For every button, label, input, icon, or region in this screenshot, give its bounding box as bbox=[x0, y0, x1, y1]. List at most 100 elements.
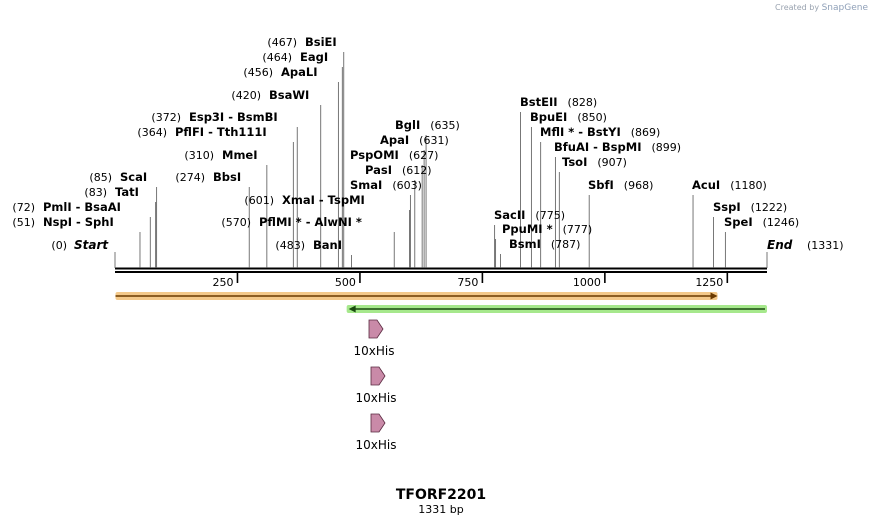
axis-tick-label: 1250 bbox=[695, 276, 723, 289]
site-label: TsoI bbox=[562, 155, 587, 169]
sequence-length: 1331 bp bbox=[418, 503, 464, 516]
axis-tick-label: 500 bbox=[335, 276, 356, 289]
restriction-site: Esp3I - BsmBI (372) bbox=[151, 110, 298, 268]
site-label: SacII bbox=[494, 208, 525, 222]
restriction-site: PflFI - Tth111I (364) bbox=[137, 125, 294, 268]
site-label: PflMI * - AlwNI * bbox=[259, 215, 362, 229]
site-label: BstEII bbox=[520, 95, 558, 109]
site-position: (372) bbox=[151, 111, 181, 124]
site-position: (869) bbox=[631, 126, 661, 139]
site-position: (72) bbox=[12, 201, 35, 214]
site-position: (456) bbox=[243, 66, 273, 79]
axis-tick-label: 750 bbox=[457, 276, 478, 289]
site-position: (1180) bbox=[730, 179, 767, 192]
site-label: SmaI bbox=[350, 178, 382, 192]
site-label: MmeI bbox=[222, 148, 258, 162]
his-tag-label: 10xHis bbox=[354, 344, 395, 358]
site-position: (907) bbox=[597, 156, 627, 169]
restriction-site: SmaI (603) bbox=[350, 178, 422, 268]
site-label: XmaI - TspMI bbox=[282, 193, 365, 207]
restriction-site: BpuEI (850) bbox=[530, 110, 607, 268]
restriction-site: BsaWI (420) bbox=[231, 88, 322, 268]
restriction-site: ApaLI (456) bbox=[243, 65, 339, 268]
restriction-site: NspI - SphI (51) bbox=[12, 215, 141, 268]
restriction-site: SpeI (1246) bbox=[724, 215, 799, 268]
site-position: (787) bbox=[551, 238, 581, 251]
restriction-site: EagI (464) bbox=[262, 50, 343, 268]
restriction-site: BsmI (787) bbox=[500, 237, 581, 268]
site-label: BbsI bbox=[213, 170, 241, 184]
site-position: (483) bbox=[275, 239, 305, 252]
site-label: BpuEI bbox=[530, 110, 567, 124]
site-label: PpuMI * bbox=[502, 222, 553, 236]
site-position: (777) bbox=[563, 223, 593, 236]
site-label: BsaWI bbox=[269, 88, 309, 102]
site-label: EagI bbox=[300, 50, 328, 64]
site-position: (627) bbox=[409, 149, 439, 162]
site-label: BsiEI bbox=[305, 35, 337, 49]
site-position: (612) bbox=[402, 164, 432, 177]
site-position: (274) bbox=[175, 171, 205, 184]
restriction-site: BglI (635) bbox=[395, 118, 460, 268]
site-position: (83) bbox=[84, 186, 107, 199]
sequence-title: TFORF2201 bbox=[395, 487, 487, 503]
site-position: (467) bbox=[267, 36, 297, 49]
his-tag-label: 10xHis bbox=[356, 438, 397, 452]
restriction-site: BfuAI - BspMI (899) bbox=[554, 140, 681, 268]
site-position: (1246) bbox=[763, 216, 800, 229]
start-label: Start bbox=[74, 238, 109, 252]
restriction-site: XmaI - TspMI (601) bbox=[244, 193, 410, 268]
site-label: SpeI bbox=[724, 215, 753, 229]
site-label: SspI bbox=[713, 200, 741, 214]
site-position: (464) bbox=[262, 51, 292, 64]
site-position: (635) bbox=[430, 119, 460, 132]
site-label: PflFI - Tth111I bbox=[175, 125, 267, 139]
site-position: (775) bbox=[535, 209, 565, 222]
end-label: End bbox=[767, 238, 793, 252]
site-label: NspI - SphI bbox=[43, 215, 114, 229]
restriction-site: SspI (1222) bbox=[713, 200, 787, 268]
snapgene-logo: SnapGene bbox=[821, 3, 868, 13]
site-label: TatI bbox=[115, 185, 139, 199]
restriction-site: BanI (483) bbox=[275, 238, 353, 268]
site-position: (828) bbox=[568, 96, 598, 109]
site-label: ApaLI bbox=[281, 65, 318, 79]
site-label: Esp3I - BsmBI bbox=[189, 110, 278, 124]
restriction-site: PflMI * - AlwNI * (570) bbox=[221, 215, 395, 268]
restriction-site: PpuMI * (777) bbox=[495, 222, 593, 268]
restriction-site: PasI (612) bbox=[365, 163, 432, 268]
start-position: (0) bbox=[51, 239, 67, 252]
site-position: (850) bbox=[577, 111, 607, 124]
restriction-site: SbfI (968) bbox=[588, 178, 653, 268]
restriction-site: MmeI (310) bbox=[184, 148, 268, 268]
axis-tick-label: 250 bbox=[212, 276, 233, 289]
restriction-site: BstEII (828) bbox=[520, 95, 597, 268]
site-position: (968) bbox=[624, 179, 654, 192]
restriction-site: PspOMI (627) bbox=[350, 148, 438, 268]
restriction-site: AcuI (1180) bbox=[692, 178, 767, 268]
site-position: (899) bbox=[651, 141, 681, 154]
site-label: BanI bbox=[313, 238, 342, 252]
site-label: ApaI bbox=[380, 133, 409, 147]
his-tag-arrow-icon bbox=[370, 413, 386, 433]
end-position: (1331) bbox=[807, 239, 844, 252]
snapgene-watermark: Created by SnapGene bbox=[775, 3, 868, 13]
watermark-prefix: Created by bbox=[775, 3, 820, 12]
site-position: (631) bbox=[419, 134, 449, 147]
his-tag-label: 10xHis bbox=[356, 391, 397, 405]
site-label: BglI bbox=[395, 118, 420, 132]
site-label: AcuI bbox=[692, 178, 720, 192]
site-position: (364) bbox=[137, 126, 167, 139]
site-label: SbfI bbox=[588, 178, 614, 192]
site-label: PasI bbox=[365, 163, 392, 177]
restriction-site: BbsI (274) bbox=[175, 170, 250, 268]
site-position: (310) bbox=[184, 149, 214, 162]
reverse-arrow-icon bbox=[348, 305, 356, 313]
site-label: BfuAI - BspMI bbox=[554, 140, 641, 154]
site-label: BsmI bbox=[509, 237, 541, 251]
restriction-site: PmlI - BsaAI (72) bbox=[12, 200, 151, 268]
site-label: ScaI bbox=[120, 170, 147, 184]
site-position: (51) bbox=[12, 216, 35, 229]
restriction-site: SacII (775) bbox=[494, 208, 565, 268]
